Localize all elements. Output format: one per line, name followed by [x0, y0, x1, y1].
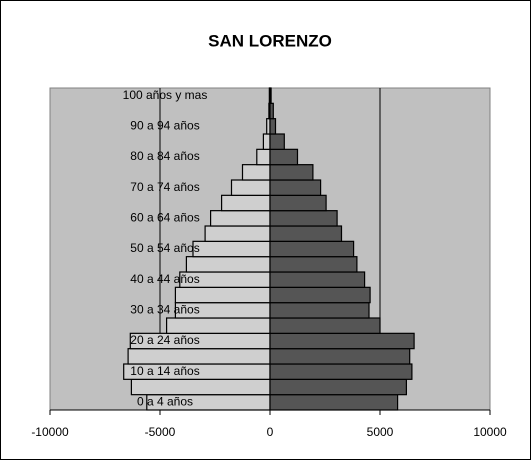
category-label: 100 años y mas	[123, 88, 208, 102]
bar	[174, 286, 271, 304]
bar	[269, 332, 415, 350]
bar	[269, 133, 285, 150]
chart-title: SAN LORENZO	[208, 31, 332, 50]
bar	[269, 286, 371, 304]
bar	[269, 102, 274, 120]
category-label: 10 a 14 años	[130, 364, 199, 378]
bar	[269, 240, 355, 258]
bar	[204, 225, 271, 242]
x-tick-label: -10000	[31, 425, 69, 439]
bar	[269, 363, 413, 380]
category-label: 40 a 44 años	[130, 272, 199, 286]
bar	[269, 378, 407, 396]
bar	[269, 317, 381, 334]
bar	[269, 348, 411, 365]
x-tick-label: 0	[267, 425, 274, 439]
category-label: 50 a 54 años	[130, 241, 199, 255]
bar	[269, 394, 399, 411]
bar	[130, 378, 271, 396]
bar	[269, 225, 343, 242]
category-label: 30 a 34 años	[130, 303, 199, 317]
bar	[269, 148, 299, 166]
bar	[269, 118, 277, 135]
category-label: 90 a 94 años	[130, 119, 199, 133]
bar	[269, 194, 327, 212]
x-tick-label: 10000	[473, 425, 507, 439]
bar	[230, 179, 271, 196]
category-label: 70 a 74 años	[130, 180, 199, 194]
bar	[269, 87, 272, 104]
category-label: 80 a 84 años	[130, 149, 199, 163]
bar	[269, 179, 322, 196]
bar	[269, 271, 366, 288]
bar	[210, 210, 271, 227]
x-tick-label: -5000	[145, 425, 176, 439]
x-tick-label: 5000	[367, 425, 394, 439]
bar	[166, 317, 271, 334]
bar	[262, 133, 271, 150]
category-label: 0 a 4 años	[137, 395, 193, 409]
bar	[221, 194, 271, 212]
bar	[256, 148, 271, 166]
bar	[269, 210, 338, 227]
category-label: 60 a 64 años	[130, 211, 199, 225]
category-label: 20 a 24 años	[130, 333, 199, 347]
bar	[269, 302, 370, 319]
bar	[269, 256, 358, 273]
bar	[269, 164, 314, 181]
bar	[192, 240, 271, 258]
bar	[185, 256, 271, 273]
bar	[127, 348, 271, 365]
bar	[241, 164, 271, 181]
